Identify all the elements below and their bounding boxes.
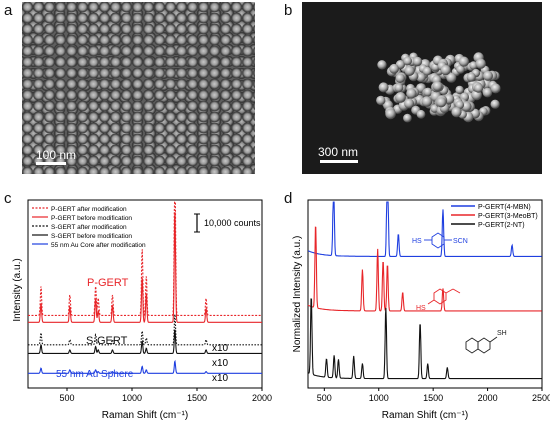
sem-image-particle-cluster: 300 nm [302, 2, 542, 174]
nanoparticle [474, 83, 484, 93]
series-line [307, 201, 542, 257]
legend-label: S-GERT after modification [51, 224, 127, 231]
nanoparticle [475, 58, 486, 69]
nanoparticle [422, 66, 432, 76]
nanoparticle [403, 56, 412, 66]
nanoparticle [389, 63, 399, 74]
panel-label-b: b [284, 2, 293, 19]
nanoparticle [404, 98, 415, 109]
particle-cluster [376, 52, 501, 123]
sem-image-dense-particles: 100 nm [22, 2, 255, 174]
legend-label: P-GERT after modification [51, 206, 127, 213]
structure-label-sh: SH [497, 330, 507, 337]
legend-label: S-GERT before modification [51, 233, 132, 240]
panel-label-c: c [4, 190, 12, 207]
series-line [28, 314, 262, 346]
x-axis-label: Raman Shift (cm⁻¹) [382, 410, 468, 421]
nanoparticle [395, 92, 406, 103]
annotation-p-gert: P-GERT [87, 277, 129, 289]
series-line [28, 329, 262, 354]
structure-2-nt [465, 336, 498, 354]
annotation-au-sphere: 55 nm Au Sphere [56, 369, 134, 380]
panel-label-a: a [4, 2, 13, 19]
series-line [28, 212, 262, 324]
nanoparticle [490, 99, 500, 109]
nanoparticle [406, 88, 417, 99]
series-line [28, 201, 262, 317]
nanoparticle [456, 64, 465, 74]
nanoparticle [432, 81, 443, 92]
nanoparticle [423, 87, 433, 97]
x-tick-label: 2000 [478, 393, 498, 403]
x-tick-label: 2500 [532, 393, 550, 403]
nanoparticle [446, 72, 457, 83]
nanoparticle [416, 72, 426, 83]
annotation-x10: x10 [212, 343, 229, 354]
legend-label: P-GERT(4-MBN) [478, 204, 531, 211]
nanoparticle [412, 56, 423, 67]
nanoparticle [404, 65, 415, 76]
nanoparticle [451, 107, 462, 118]
nanoparticle [436, 97, 447, 108]
nanoparticle [403, 113, 412, 123]
legend-label: 55 nm Au Core after modification [51, 242, 146, 249]
nanoparticle [440, 65, 451, 76]
x-tick-label: 1500 [187, 393, 207, 403]
x-tick-label: 1000 [369, 393, 389, 403]
annotation-s-gert: S-GERT [86, 335, 128, 347]
scale-bar-label: 300 nm [318, 145, 359, 159]
nanoparticle [378, 82, 389, 93]
nanoparticle [458, 56, 469, 67]
structure-label-hs: HS [412, 238, 422, 245]
nanoparticle [377, 60, 387, 70]
structure-4-mbn [424, 232, 452, 249]
legend-label: P-GERT before modification [51, 215, 132, 222]
nanoparticle [483, 70, 493, 81]
x-tick-label: 500 [317, 393, 332, 403]
nanoparticle [394, 83, 404, 93]
nanoparticle [385, 108, 396, 120]
series-line [307, 298, 542, 380]
annotation-x10: x10 [212, 358, 229, 369]
x-tick-label: 500 [59, 393, 74, 403]
structure-label-scn: SCN [453, 238, 468, 245]
plot-frame [307, 199, 543, 389]
nanoparticle [455, 85, 464, 95]
series-line [28, 359, 262, 374]
y-axis-label: Normalized Intensity (a.u.) [292, 236, 303, 353]
scale-bar-label: 100 nm [36, 148, 77, 162]
x-tick-label: 1000 [122, 393, 142, 403]
legend-label: P-GERT(2-NT) [478, 222, 525, 229]
plot-frame [27, 199, 263, 389]
x-tick-label: 1500 [423, 393, 443, 403]
panel-label-d: d [284, 190, 293, 207]
nanoparticle [416, 109, 426, 119]
structure-label-hs: HS [416, 305, 426, 312]
nanoparticle [490, 83, 501, 94]
nanoparticle [395, 73, 405, 84]
scale-bar [36, 162, 66, 165]
annotation-x10: x10 [212, 373, 229, 384]
x-axis-label: Raman Shift (cm⁻¹) [102, 410, 188, 421]
series-line [307, 226, 542, 312]
nanoparticle [376, 95, 386, 106]
legend-label: P-GERT(3-MeoBT) [478, 213, 538, 220]
nanoparticle [466, 72, 476, 82]
scale-bar [320, 160, 358, 163]
nanoparticle [482, 87, 493, 98]
x-tick-label: 2000 [252, 393, 272, 403]
scale-bar-counts-label: 10,000 counts [204, 218, 261, 228]
nanoparticle [421, 96, 433, 107]
y-axis-label: Intensity (a.u.) [12, 258, 23, 321]
structure-3-meobt [427, 288, 461, 305]
